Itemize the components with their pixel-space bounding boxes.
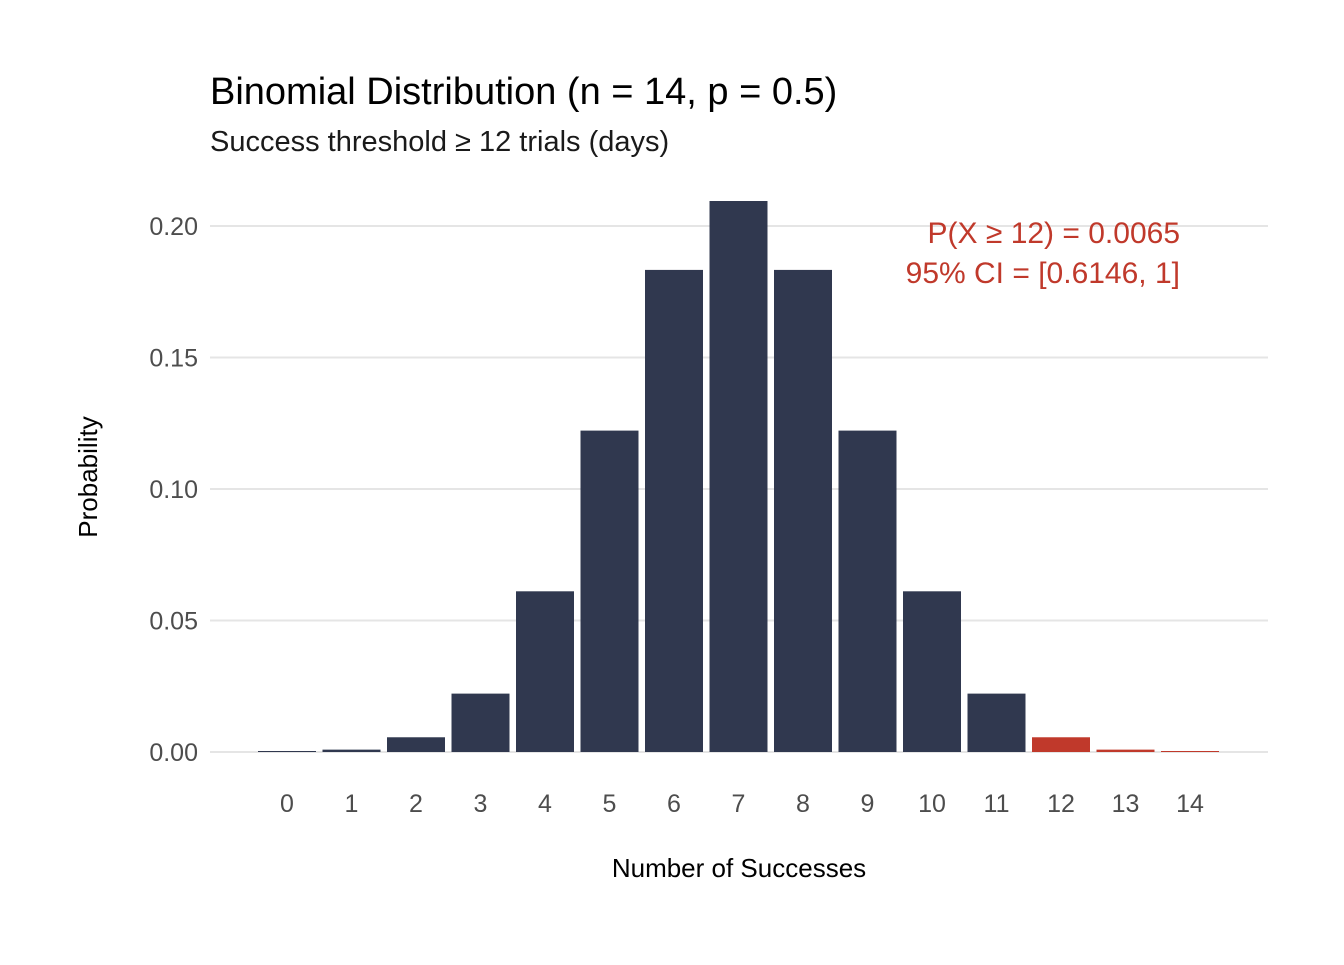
- bar: [838, 430, 897, 752]
- x-tick-label: 2: [409, 790, 423, 818]
- x-axis-label: Number of Successes: [612, 853, 866, 883]
- y-tick-label: 0.15: [149, 344, 198, 372]
- x-tick-label: 0: [280, 790, 294, 818]
- x-tick-label: 6: [667, 790, 681, 818]
- bar: [903, 591, 961, 752]
- bar: [774, 269, 832, 752]
- y-tick-label: 0.20: [149, 213, 198, 241]
- x-tick-label: 10: [918, 790, 946, 818]
- highlighted-bar: [1032, 737, 1090, 752]
- y-axis-label: Probability: [73, 416, 103, 537]
- bar: [709, 201, 768, 752]
- bar: [387, 737, 445, 752]
- x-tick-label: 4: [538, 790, 552, 818]
- x-tick-label: 12: [1047, 790, 1075, 818]
- bar: [516, 591, 574, 752]
- x-tick-label: 5: [603, 790, 617, 818]
- x-tick-label: 14: [1176, 790, 1204, 818]
- highlighted-bar: [1096, 749, 1155, 752]
- highlighted-bar: [1161, 751, 1219, 752]
- x-axis-ticks: 0 1 2 3 4 5 6 7 8 9 10 11 12 13 14: [280, 790, 1204, 818]
- bar: [580, 430, 639, 752]
- bars-group: [258, 201, 1219, 752]
- y-tick-label: 0.00: [149, 739, 198, 767]
- x-tick-label: 7: [732, 790, 746, 818]
- y-axis-ticks: 0.00 0.05 0.10 0.15 0.20: [149, 213, 198, 767]
- annotation-confidence-interval: 95% CI = [0.6146, 1]: [906, 257, 1180, 290]
- bar: [258, 751, 316, 752]
- bar: [967, 693, 1026, 752]
- bar: [645, 269, 703, 752]
- x-tick-label: 11: [984, 790, 1010, 818]
- chart-title: Binomial Distribution (n = 14, p = 0.5): [210, 71, 837, 113]
- bar: [451, 693, 510, 752]
- annotation-probability: P(X ≥ 12) = 0.0065: [928, 217, 1180, 250]
- x-tick-label: 3: [474, 790, 488, 818]
- x-tick-label: 13: [1112, 790, 1140, 818]
- chart-subtitle: Success threshold ≥ 12 trials (days): [210, 126, 669, 158]
- x-tick-label: 9: [861, 790, 875, 818]
- bar: [322, 749, 381, 752]
- x-tick-label: 8: [796, 790, 810, 818]
- y-tick-label: 0.10: [149, 476, 198, 504]
- x-tick-label: 1: [345, 790, 359, 818]
- y-tick-label: 0.05: [149, 607, 198, 635]
